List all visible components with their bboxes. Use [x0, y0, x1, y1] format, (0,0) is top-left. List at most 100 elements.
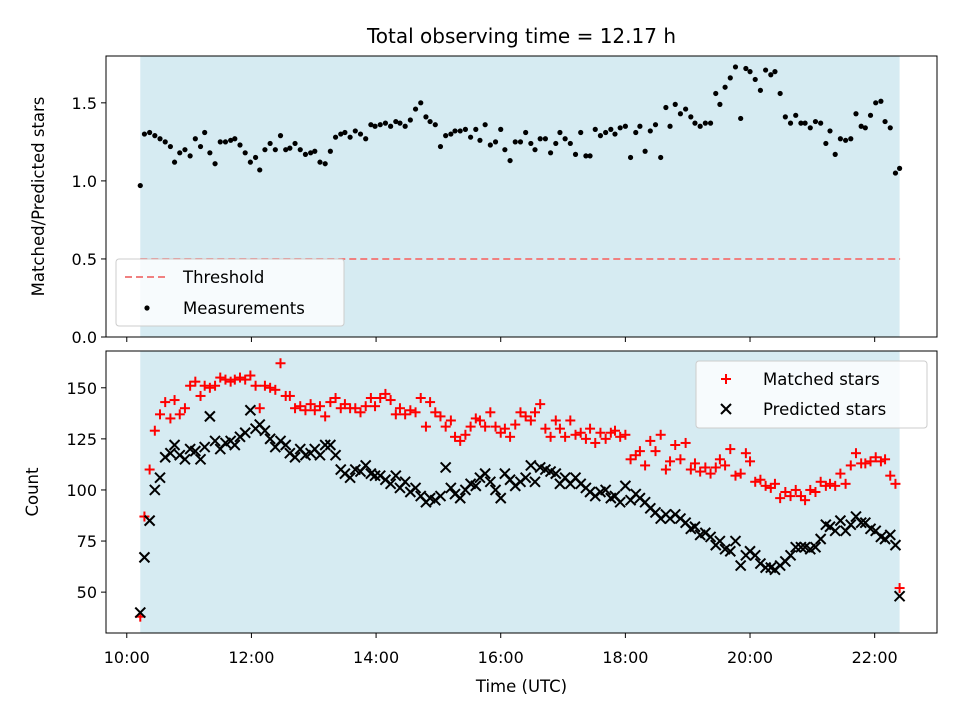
predicted-stars-point	[550, 467, 562, 480]
measurement-point	[807, 125, 813, 131]
predicted-stars-point-b	[369, 469, 381, 482]
measurement-point	[332, 134, 339, 140]
measurement-point	[252, 154, 259, 161]
predicted-stars-point	[390, 469, 402, 482]
top-legend: Threshold Measurements	[115, 258, 345, 327]
matched-stars-point	[155, 409, 166, 420]
measurement-point	[587, 153, 593, 159]
matched-stars-point	[370, 401, 381, 412]
predicted-stars-point-b	[254, 418, 266, 431]
measurement-point	[443, 133, 449, 139]
predicted-stars-point-b	[319, 439, 331, 451]
measurement-point	[368, 122, 374, 128]
predicted-stars-point-b	[529, 476, 541, 488]
matched-stars-point	[810, 487, 821, 497]
predicted-stars-point-b	[704, 531, 717, 543]
count-panel: 50 75 100 125 150 10:00 12:00 14:00 16:00 18:00 2…	[23, 350, 938, 696]
matched-stars-point	[425, 397, 436, 408]
measurement-point	[423, 114, 429, 120]
predicted-stars-point-b	[749, 549, 761, 562]
predicted-stars-point-b	[434, 490, 447, 502]
x-axis-label: Time (UTC)	[475, 677, 567, 696]
measurement-points	[137, 64, 903, 189]
x-tick-label: 12:00	[228, 648, 274, 667]
matched-stars-point	[870, 452, 881, 463]
measurement-point	[647, 128, 653, 134]
matched-stars-point	[314, 401, 325, 412]
measurement-point	[752, 76, 758, 83]
matched-stars-point	[199, 380, 210, 391]
matched-stars-point	[179, 403, 190, 414]
matched-stars-point	[240, 374, 251, 385]
predicted-stars-point-b	[734, 559, 747, 572]
measurement-point	[237, 142, 243, 148]
predicted-stars-point-b	[855, 516, 867, 529]
predicted-stars-point	[168, 439, 181, 451]
measurement-point	[177, 150, 183, 156]
measurement-point	[498, 126, 504, 132]
measurement-point	[532, 147, 538, 153]
predicted-stars-point-b	[239, 427, 251, 439]
predicted-stars-point-b	[349, 463, 362, 476]
predicted-stars-point	[795, 541, 807, 553]
predicted-stars-point-b	[204, 410, 216, 423]
predicted-stars-point-b	[875, 531, 887, 543]
measurement-point	[397, 120, 403, 126]
matched-stars-point	[515, 407, 526, 418]
matched-stars-point	[575, 427, 586, 438]
x-tick-label: 20:00	[727, 648, 773, 667]
predicted-stars-point-b	[164, 447, 177, 459]
measurement-point	[862, 125, 868, 131]
measurement-point	[557, 129, 563, 136]
predicted-stars-point-b	[484, 476, 497, 488]
measurement-point	[222, 139, 229, 145]
matched-stars-point	[530, 407, 541, 418]
measurement-point	[772, 69, 778, 75]
predicted-stars-point	[194, 453, 207, 466]
matched-stars-point	[485, 407, 496, 418]
measurement-point	[192, 136, 198, 142]
x-tick-label: 22:00	[852, 648, 898, 667]
matched-stars-point	[675, 454, 686, 465]
top-legend-box	[115, 258, 345, 327]
measurement-point	[853, 111, 859, 117]
predicted-stars-point-b	[599, 484, 612, 496]
measurement-point	[457, 128, 463, 134]
bottom-y-tick-label: 150	[66, 379, 97, 398]
matched-stars-point	[405, 405, 416, 416]
predicted-stars-point-b	[470, 480, 482, 492]
predicted-stars-point	[229, 439, 241, 451]
predicted-stars-point	[529, 476, 541, 488]
measurement-point	[507, 157, 513, 164]
measurement-point	[592, 126, 598, 132]
bottom-y-tick-label: 125	[66, 430, 97, 449]
predicted-stars-point-b	[795, 541, 807, 553]
measurement-point	[768, 72, 774, 78]
predicted-stars-point	[784, 549, 797, 562]
predicted-stars-point-b	[415, 490, 427, 502]
measurement-point	[152, 133, 158, 139]
predicted-stars-point-b	[884, 529, 896, 541]
matched-stars-point	[520, 411, 531, 422]
bottom-y-axis-label: Count	[23, 467, 42, 517]
legend-matched-swatch	[721, 374, 731, 384]
measurement-point	[612, 131, 618, 137]
measurement-point	[277, 133, 284, 139]
predicted-stars-point-b	[834, 514, 847, 527]
measurement-point	[837, 136, 843, 142]
predicted-stars-point-b	[559, 471, 571, 484]
measurement-point	[517, 139, 524, 145]
measurement-point	[267, 140, 273, 147]
matched-stars-point	[450, 431, 461, 442]
measurement-point	[642, 148, 648, 154]
predicted-stars-point-b	[859, 516, 872, 529]
predicted-stars-point-b	[829, 525, 841, 537]
predicted-stars-point-b	[454, 492, 466, 504]
measurement-point	[512, 139, 518, 145]
predicted-stars-point	[264, 433, 276, 445]
measurement-point	[658, 154, 664, 161]
predicted-stars-point	[209, 435, 221, 447]
predicted-stars-point	[484, 476, 497, 488]
measurement-point	[848, 136, 854, 142]
